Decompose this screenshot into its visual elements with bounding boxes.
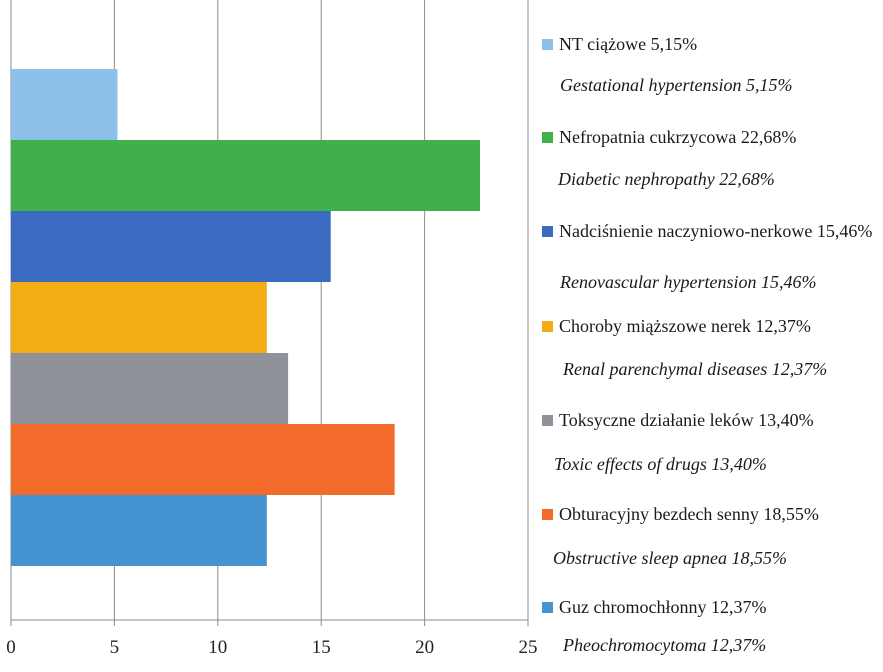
legend-label-pl: Toksyczne działanie leków 13,40%	[559, 410, 814, 430]
bar-6	[11, 424, 395, 495]
legend-swatch	[542, 509, 553, 520]
legend-label-en: Toxic effects of drugs 13,40%	[554, 454, 767, 474]
legend-label-pl: Choroby miąższowe nerek 12,37%	[559, 316, 811, 336]
legend-label-en: Renovascular hypertension 15,46%	[560, 272, 817, 292]
bar-1	[11, 69, 118, 140]
bar-5	[11, 353, 289, 424]
bars	[11, 69, 481, 566]
legend-swatch	[542, 602, 553, 613]
legend-label-en: Renal parenchymal diseases 12,37%	[563, 359, 828, 379]
x-tick-label: 15	[312, 637, 331, 658]
legend-swatch	[542, 226, 553, 237]
legend-label-pl: Obturacyjny bezdech senny 18,55%	[559, 504, 819, 524]
legend-label-pl: Guz chromochłonny 12,37%	[559, 597, 767, 617]
bar-4	[11, 282, 267, 353]
x-tick-label: 5	[110, 637, 120, 658]
legend-label-en: Obstructive sleep apnea 18,55%	[553, 548, 787, 568]
x-tick-label: 0	[6, 637, 16, 658]
legend-label-en: Gestational hypertension 5,15%	[560, 75, 793, 95]
x-tick-label: 20	[415, 637, 434, 658]
legend-swatch	[542, 39, 553, 50]
legend-label-en: Pheochromocytoma 12,37%	[563, 635, 767, 655]
legend-swatch	[542, 132, 553, 143]
bar-2	[11, 140, 481, 211]
legend-label-en: Diabetic nephropathy 22,68%	[558, 169, 775, 189]
legend-label-pl: Nefropatnia cukrzycowa 22,68%	[559, 127, 797, 147]
x-tick-label: 10	[208, 637, 227, 658]
legend: NT ciążowe 5,15% Gestational hypertension…	[540, 0, 883, 672]
legend-swatch	[542, 321, 553, 332]
legend-label-pl: NT ciążowe 5,15%	[559, 34, 698, 54]
legend-swatch	[542, 415, 553, 426]
bar-chart: 0 5 10 15 20 25	[6, 0, 538, 658]
x-tick-label: 25	[519, 637, 538, 658]
legend-label-pl: Nadciśnienie naczyniowo-nerkowe 15,46%	[559, 221, 873, 241]
x-axis: 0 5 10 15 20 25	[6, 619, 538, 658]
bar-3	[11, 211, 331, 282]
bar-7	[11, 495, 267, 566]
